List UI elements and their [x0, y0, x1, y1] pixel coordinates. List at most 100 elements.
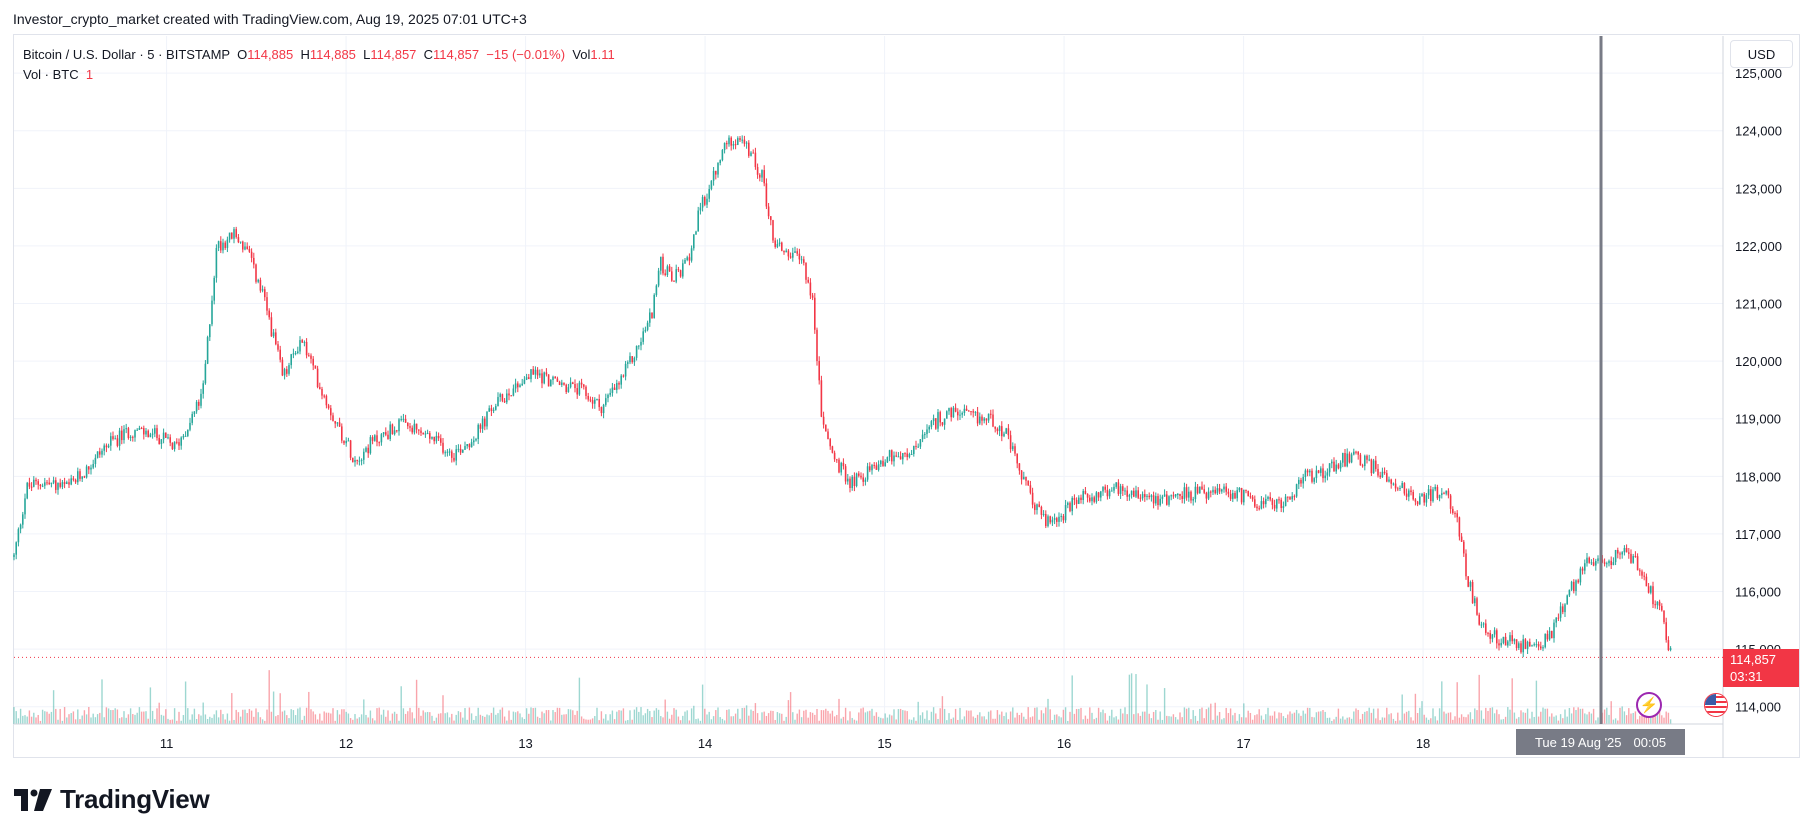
- currency-button[interactable]: USD: [1730, 40, 1793, 68]
- candle-body: [112, 436, 114, 440]
- candle-body: [1221, 489, 1223, 492]
- candle-body: [57, 482, 59, 490]
- candle-body: [299, 340, 301, 352]
- volume-study-label[interactable]: Vol · BTC: [23, 67, 79, 82]
- volume-bar: [1368, 707, 1370, 724]
- volume-bar: [19, 708, 22, 724]
- candle-body: [666, 266, 669, 275]
- candle-body: [937, 412, 939, 429]
- volume-bar: [682, 715, 684, 724]
- volume-bar: [664, 699, 666, 724]
- candle-body: [1634, 556, 1637, 558]
- volume-bar: [1284, 718, 1287, 724]
- candle-body: [1614, 549, 1617, 563]
- candle-body: [1379, 475, 1381, 478]
- volume-bar: [1584, 713, 1586, 724]
- candle-body: [1007, 428, 1010, 436]
- volume-bar: [792, 712, 794, 724]
- candle-body: [864, 479, 867, 482]
- volume-bar: [1617, 720, 1619, 724]
- volume-bar: [1082, 719, 1084, 724]
- candle-body: [935, 418, 937, 429]
- volume-bar: [301, 719, 303, 724]
- volume-bar: [167, 718, 169, 724]
- candle-body: [635, 345, 638, 358]
- us-flag-icon[interactable]: [1704, 693, 1728, 717]
- volume-bar: [860, 708, 862, 724]
- volume-bar: [794, 719, 796, 724]
- volume-bar: [569, 709, 572, 724]
- volume-bar: [693, 705, 695, 724]
- candle-body: [1399, 487, 1401, 489]
- volume-bar: [1465, 717, 1467, 724]
- volume-bar: [303, 715, 306, 724]
- candle-body: [952, 407, 955, 418]
- volume-bar: [1106, 720, 1109, 724]
- lightning-icon[interactable]: ⚡: [1636, 692, 1662, 718]
- volume-bar: [345, 711, 347, 724]
- legend-symbol[interactable]: Bitcoin / U.S. Dollar · 5 · BITSTAMP: [23, 47, 230, 62]
- volume-bar: [448, 717, 451, 724]
- volume-bar: [1522, 712, 1524, 724]
- volume-bar: [277, 715, 279, 724]
- volume-bar: [226, 713, 229, 724]
- candle-body: [743, 139, 746, 144]
- volume-bar: [1372, 708, 1375, 724]
- volume-bar: [1247, 710, 1249, 724]
- candle-body: [1016, 453, 1018, 464]
- volume-bar: [470, 713, 473, 724]
- volume-bar: [928, 720, 930, 724]
- volume-bar: [44, 711, 46, 724]
- volume-bar: [829, 713, 831, 724]
- candle-body: [693, 234, 695, 249]
- volume-bar: [585, 719, 587, 724]
- candle-body: [1115, 482, 1117, 487]
- volume-bar: [565, 714, 567, 724]
- volume-bar: [701, 684, 704, 724]
- candle-body: [633, 357, 636, 363]
- volume-bar: [728, 709, 730, 724]
- candle-body: [1313, 478, 1315, 482]
- y-tick-label: 123,000: [1735, 181, 1782, 196]
- candle-body: [506, 393, 508, 403]
- candle-body: [523, 379, 526, 384]
- volume-bar: [765, 715, 768, 724]
- volume-bar: [215, 710, 218, 724]
- candle-body: [985, 418, 988, 421]
- volume-bar: [1221, 719, 1223, 724]
- candle-body: [33, 479, 35, 487]
- volume-bar: [844, 707, 847, 724]
- volume-bar: [50, 711, 53, 724]
- candle-body: [13, 554, 15, 557]
- candle-body: [1018, 463, 1021, 471]
- volume-bar: [79, 719, 81, 724]
- candle-body: [1513, 639, 1516, 642]
- volume-bar: [525, 708, 528, 724]
- candle-body: [897, 456, 900, 458]
- footer-brand[interactable]: TradingView: [14, 784, 210, 815]
- volume-bar: [508, 710, 510, 724]
- candle-body: [1520, 643, 1522, 653]
- candle-body: [1183, 487, 1186, 499]
- volume-bar: [805, 709, 807, 724]
- candle-body: [882, 460, 884, 467]
- candle-body: [1350, 454, 1353, 463]
- volume-bar: [180, 720, 182, 724]
- volume-bar: [132, 714, 134, 724]
- volume-bar: [103, 717, 105, 724]
- candle-body: [28, 482, 31, 487]
- volume-bar: [899, 708, 902, 724]
- candle-body: [1375, 460, 1377, 469]
- volume-bar: [1311, 716, 1313, 724]
- volume-bar: [983, 716, 985, 724]
- candle-body: [563, 382, 565, 385]
- volume-bar: [554, 712, 556, 724]
- candle-body: [70, 478, 72, 485]
- candle-body: [228, 232, 231, 240]
- volume-bar: [684, 711, 686, 724]
- candle-body: [565, 384, 567, 393]
- volume-bar: [1201, 707, 1203, 724]
- candle-body: [811, 295, 814, 298]
- volume-bar: [957, 719, 959, 724]
